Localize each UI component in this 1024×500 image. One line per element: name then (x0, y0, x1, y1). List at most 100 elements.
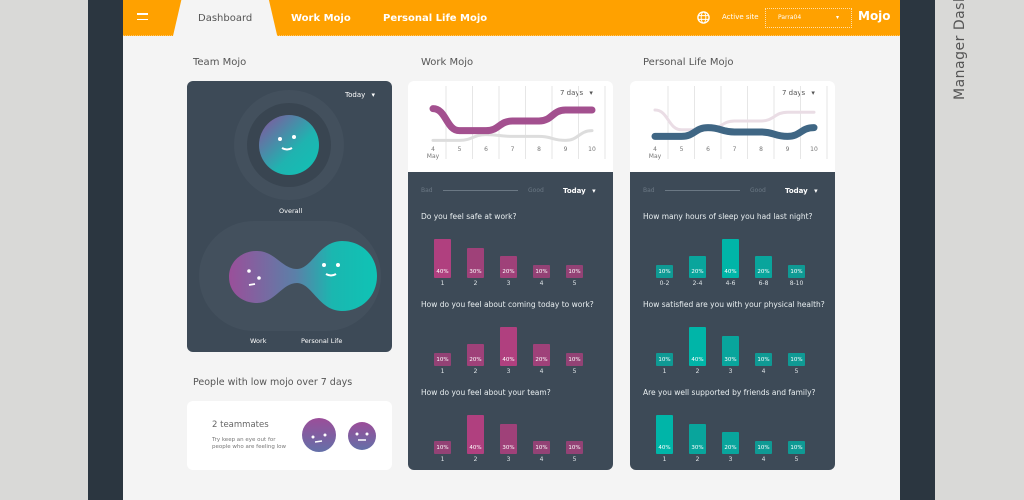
answer-label: 4 (539, 368, 544, 375)
x-tick-label: 6 (706, 146, 710, 153)
active-site-select[interactable]: Parra04 ▾ (765, 8, 852, 28)
x-tick-label: 5 (458, 146, 462, 153)
app: Dashboard Work Mojo Personal Life Mojo A… (123, 0, 900, 500)
answer-bar[interactable] (467, 344, 484, 366)
answer-label: 1 (440, 368, 445, 375)
range-dropdown[interactable]: 7 days (560, 89, 593, 97)
answer-bar[interactable] (500, 423, 517, 454)
percent-label: 40% (691, 357, 704, 363)
percent-label: 10% (658, 269, 671, 275)
question-text: How do you feel about your team? (421, 388, 551, 397)
x-tick-label: May (427, 153, 440, 160)
globe-icon (697, 11, 710, 24)
tab-dashboard[interactable]: Dashboard (173, 0, 278, 36)
answer-bar[interactable] (533, 265, 550, 278)
answer-label: 2 (473, 456, 478, 463)
answer-label: 8-10 (789, 280, 804, 287)
answer-label: 1 (440, 456, 445, 463)
question-text: How satisfied are you with your physical… (643, 300, 825, 309)
answers-panel (408, 172, 613, 470)
answer-bar[interactable] (566, 441, 583, 454)
low-mojo-card[interactable]: 2 teammates Try keep an eye out for peop… (187, 401, 392, 470)
percent-label: 40% (469, 445, 482, 451)
percent-label: 10% (790, 269, 803, 275)
percent-label: 30% (502, 445, 515, 451)
answer-label: 1 (662, 368, 667, 375)
x-tick-label: 9 (564, 146, 568, 153)
tab-personal-life-mojo[interactable]: Personal Life Mojo (383, 13, 488, 24)
answer-label: 5 (794, 456, 799, 463)
answer-bar[interactable] (467, 247, 484, 278)
answer-bar[interactable] (500, 256, 517, 278)
answer-bar[interactable] (722, 432, 739, 454)
personal-mojo-card: 7 days Bad Good Today4May5678910How many… (630, 81, 835, 470)
answer-label: 1 (662, 456, 667, 463)
x-tick-label: 6 (484, 146, 488, 153)
answer-bar[interactable] (788, 265, 805, 278)
hint-line-2: people who are feeling low (212, 444, 287, 450)
team-period-dropdown[interactable]: Today (345, 91, 375, 99)
percent-label: 10% (568, 269, 581, 275)
answer-label: 5 (572, 368, 577, 375)
scale-arrow (665, 190, 740, 191)
period-dropdown[interactable]: Today (785, 187, 818, 195)
overall-label: Overall (279, 207, 303, 215)
percent-label: 30% (724, 357, 737, 363)
question-text: How do you feel about coming today to wo… (421, 300, 594, 309)
answer-bar[interactable] (467, 414, 484, 454)
x-tick-label: 10 (588, 146, 596, 153)
answer-bar[interactable] (533, 441, 550, 454)
answer-label: 4 (761, 456, 766, 463)
answer-bar[interactable] (722, 238, 739, 278)
answer-bar[interactable] (788, 353, 805, 366)
answer-bar[interactable] (500, 326, 517, 366)
menu-icon[interactable] (137, 13, 148, 24)
answer-bar[interactable] (755, 256, 772, 278)
answer-bar[interactable] (434, 353, 451, 366)
answer-bar[interactable] (755, 441, 772, 454)
answer-label: 6-8 (758, 280, 769, 287)
percent-label: 10% (790, 357, 803, 363)
percent-label: 30% (691, 445, 704, 451)
percent-label: 10% (757, 357, 770, 363)
chevron-down-icon: ▾ (835, 14, 839, 21)
answer-bar[interactable] (689, 423, 706, 454)
answer-bar[interactable] (689, 326, 706, 366)
range-dropdown[interactable]: 7 days (782, 89, 815, 97)
answer-bar[interactable] (566, 353, 583, 366)
percent-label: 20% (502, 269, 515, 275)
x-tick-label: 9 (786, 146, 790, 153)
teammates-count: 2 teammates (212, 420, 269, 430)
question-text: Do you feel safe at work? (421, 212, 517, 221)
percent-label: 30% (469, 269, 482, 275)
answer-bar[interactable] (656, 414, 673, 454)
answer-bar[interactable] (566, 265, 583, 278)
logo: Mojo (858, 9, 891, 23)
answer-label: 2 (695, 456, 700, 463)
percent-label: 40% (724, 269, 737, 275)
answer-label: 2 (473, 280, 478, 287)
answer-bar[interactable] (755, 353, 772, 366)
answer-bar[interactable] (689, 256, 706, 278)
series-line-personal (431, 129, 594, 142)
percent-label: 40% (658, 445, 671, 451)
answer-bar[interactable] (722, 335, 739, 366)
answer-label: 5 (794, 368, 799, 375)
x-tick-label: 8 (537, 146, 541, 153)
period-dropdown[interactable]: Today (563, 187, 596, 195)
answer-label: 3 (506, 280, 511, 287)
x-tick-label: 7 (511, 146, 515, 153)
answer-label: 1 (440, 280, 445, 287)
tab-work-mojo[interactable]: Work Mojo (291, 13, 351, 24)
answer-bar[interactable] (656, 353, 673, 366)
percent-label: 20% (691, 269, 704, 275)
bad-label: Bad (421, 187, 433, 194)
side-title: Manager Dashb (952, 0, 968, 100)
answer-bar[interactable] (434, 441, 451, 454)
answer-bar[interactable] (434, 238, 451, 278)
answer-bar[interactable] (533, 344, 550, 366)
bad-label: Bad (643, 187, 655, 194)
answer-bar[interactable] (788, 441, 805, 454)
answer-bar[interactable] (656, 265, 673, 278)
